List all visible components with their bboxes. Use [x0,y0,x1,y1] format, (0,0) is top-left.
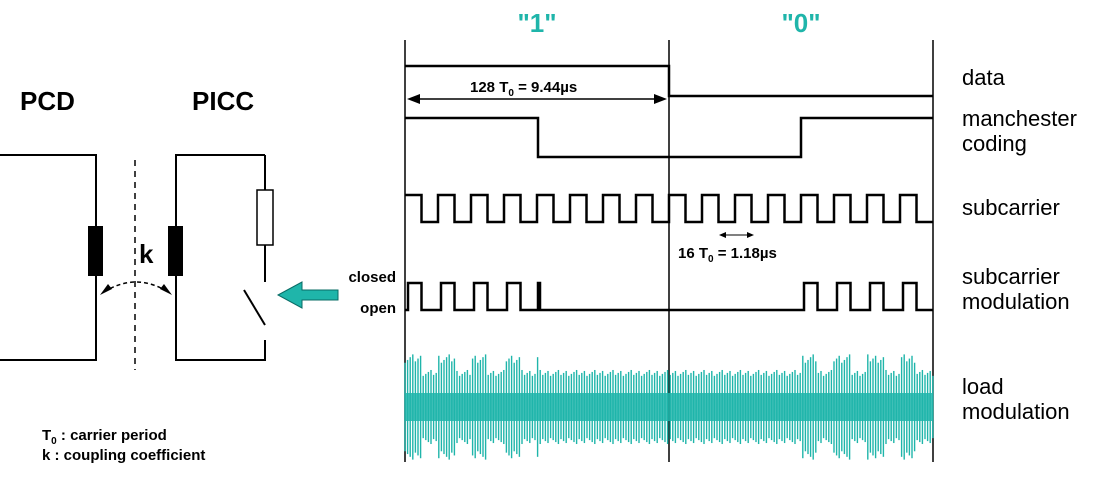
load-carrier-band [405,393,933,421]
label-data: data [962,65,1006,90]
label-manchester-1: manchester [962,106,1077,131]
subcarrier-arrow-right-icon [747,232,754,238]
coupling-arrowhead-right-icon [160,284,172,295]
label-load-1: load [962,374,1004,399]
load-modulation-waveform [404,354,934,460]
label-subcarrier: subcarrier [962,195,1060,220]
subcarrier-period-label: 16 T0 = 1.18µs [678,245,777,265]
coupling-arc [103,281,169,293]
data-waveform [405,64,933,98]
bit-period-label: 128 T0 = 9.44µs [470,79,577,99]
bit-label-0: "0" [781,8,820,38]
modulation-arrow-icon [276,281,339,309]
picc-resistor [256,189,274,246]
switch-open-label: open [360,300,396,317]
label-modulation-2: modulation [962,289,1070,314]
label-modulation-1: subcarrier [962,264,1060,289]
label-manchester-2: coding [962,131,1027,156]
pcd-label: PCD [20,86,75,116]
legend-k: k : coupling coefficient [42,447,205,464]
bit-period-arrow-right-icon [654,94,667,104]
switch-closed-label: closed [348,269,396,286]
manchester-waveform [405,116,933,159]
legend-t0: T0 : carrier period [42,427,167,447]
bit-period-arrow-left-icon [407,94,420,104]
subcarrier-modulation-waveform [405,281,933,312]
pcd-coil [88,226,103,276]
subcarrier-waveform [405,193,933,224]
coupling-label: k [139,239,154,269]
picc-coil [168,226,183,276]
pcd-circuit-wire [0,154,97,361]
picc-circuit-wire [175,154,266,361]
subcarrier-arrow-left-icon [719,232,726,238]
label-load-2: modulation [962,399,1070,424]
coupling-arrowhead-left-icon [100,284,112,295]
picc-label: PICC [192,86,254,116]
bit-label-1: "1" [517,8,556,38]
picc-switch [243,289,266,326]
